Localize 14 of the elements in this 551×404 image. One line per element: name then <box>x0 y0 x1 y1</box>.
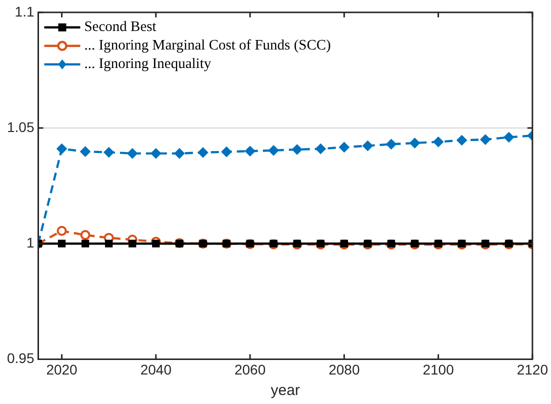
x-tick-label: 2100 <box>422 361 454 378</box>
legend-label: Second Best <box>84 19 156 36</box>
legend-label: ... Ignoring Marginal Cost of Funds (SCC) <box>84 38 332 54</box>
legend-label: ... Ignoring Inequality <box>84 56 212 72</box>
x-tick-label: 2060 <box>234 361 266 378</box>
x-axis-title: year <box>270 382 300 400</box>
x-tick-label: 2120 <box>516 361 548 378</box>
x-tick-label: 2020 <box>46 361 78 378</box>
y-tick-label: 0.95 <box>7 350 34 366</box>
y-tick-label: 1.1 <box>14 3 34 20</box>
y-tick-label: 1 <box>26 234 34 250</box>
x-tick-label: 2080 <box>328 361 360 378</box>
y-tick-label: 1.05 <box>7 118 34 135</box>
x-tick-label: 2040 <box>140 361 172 378</box>
